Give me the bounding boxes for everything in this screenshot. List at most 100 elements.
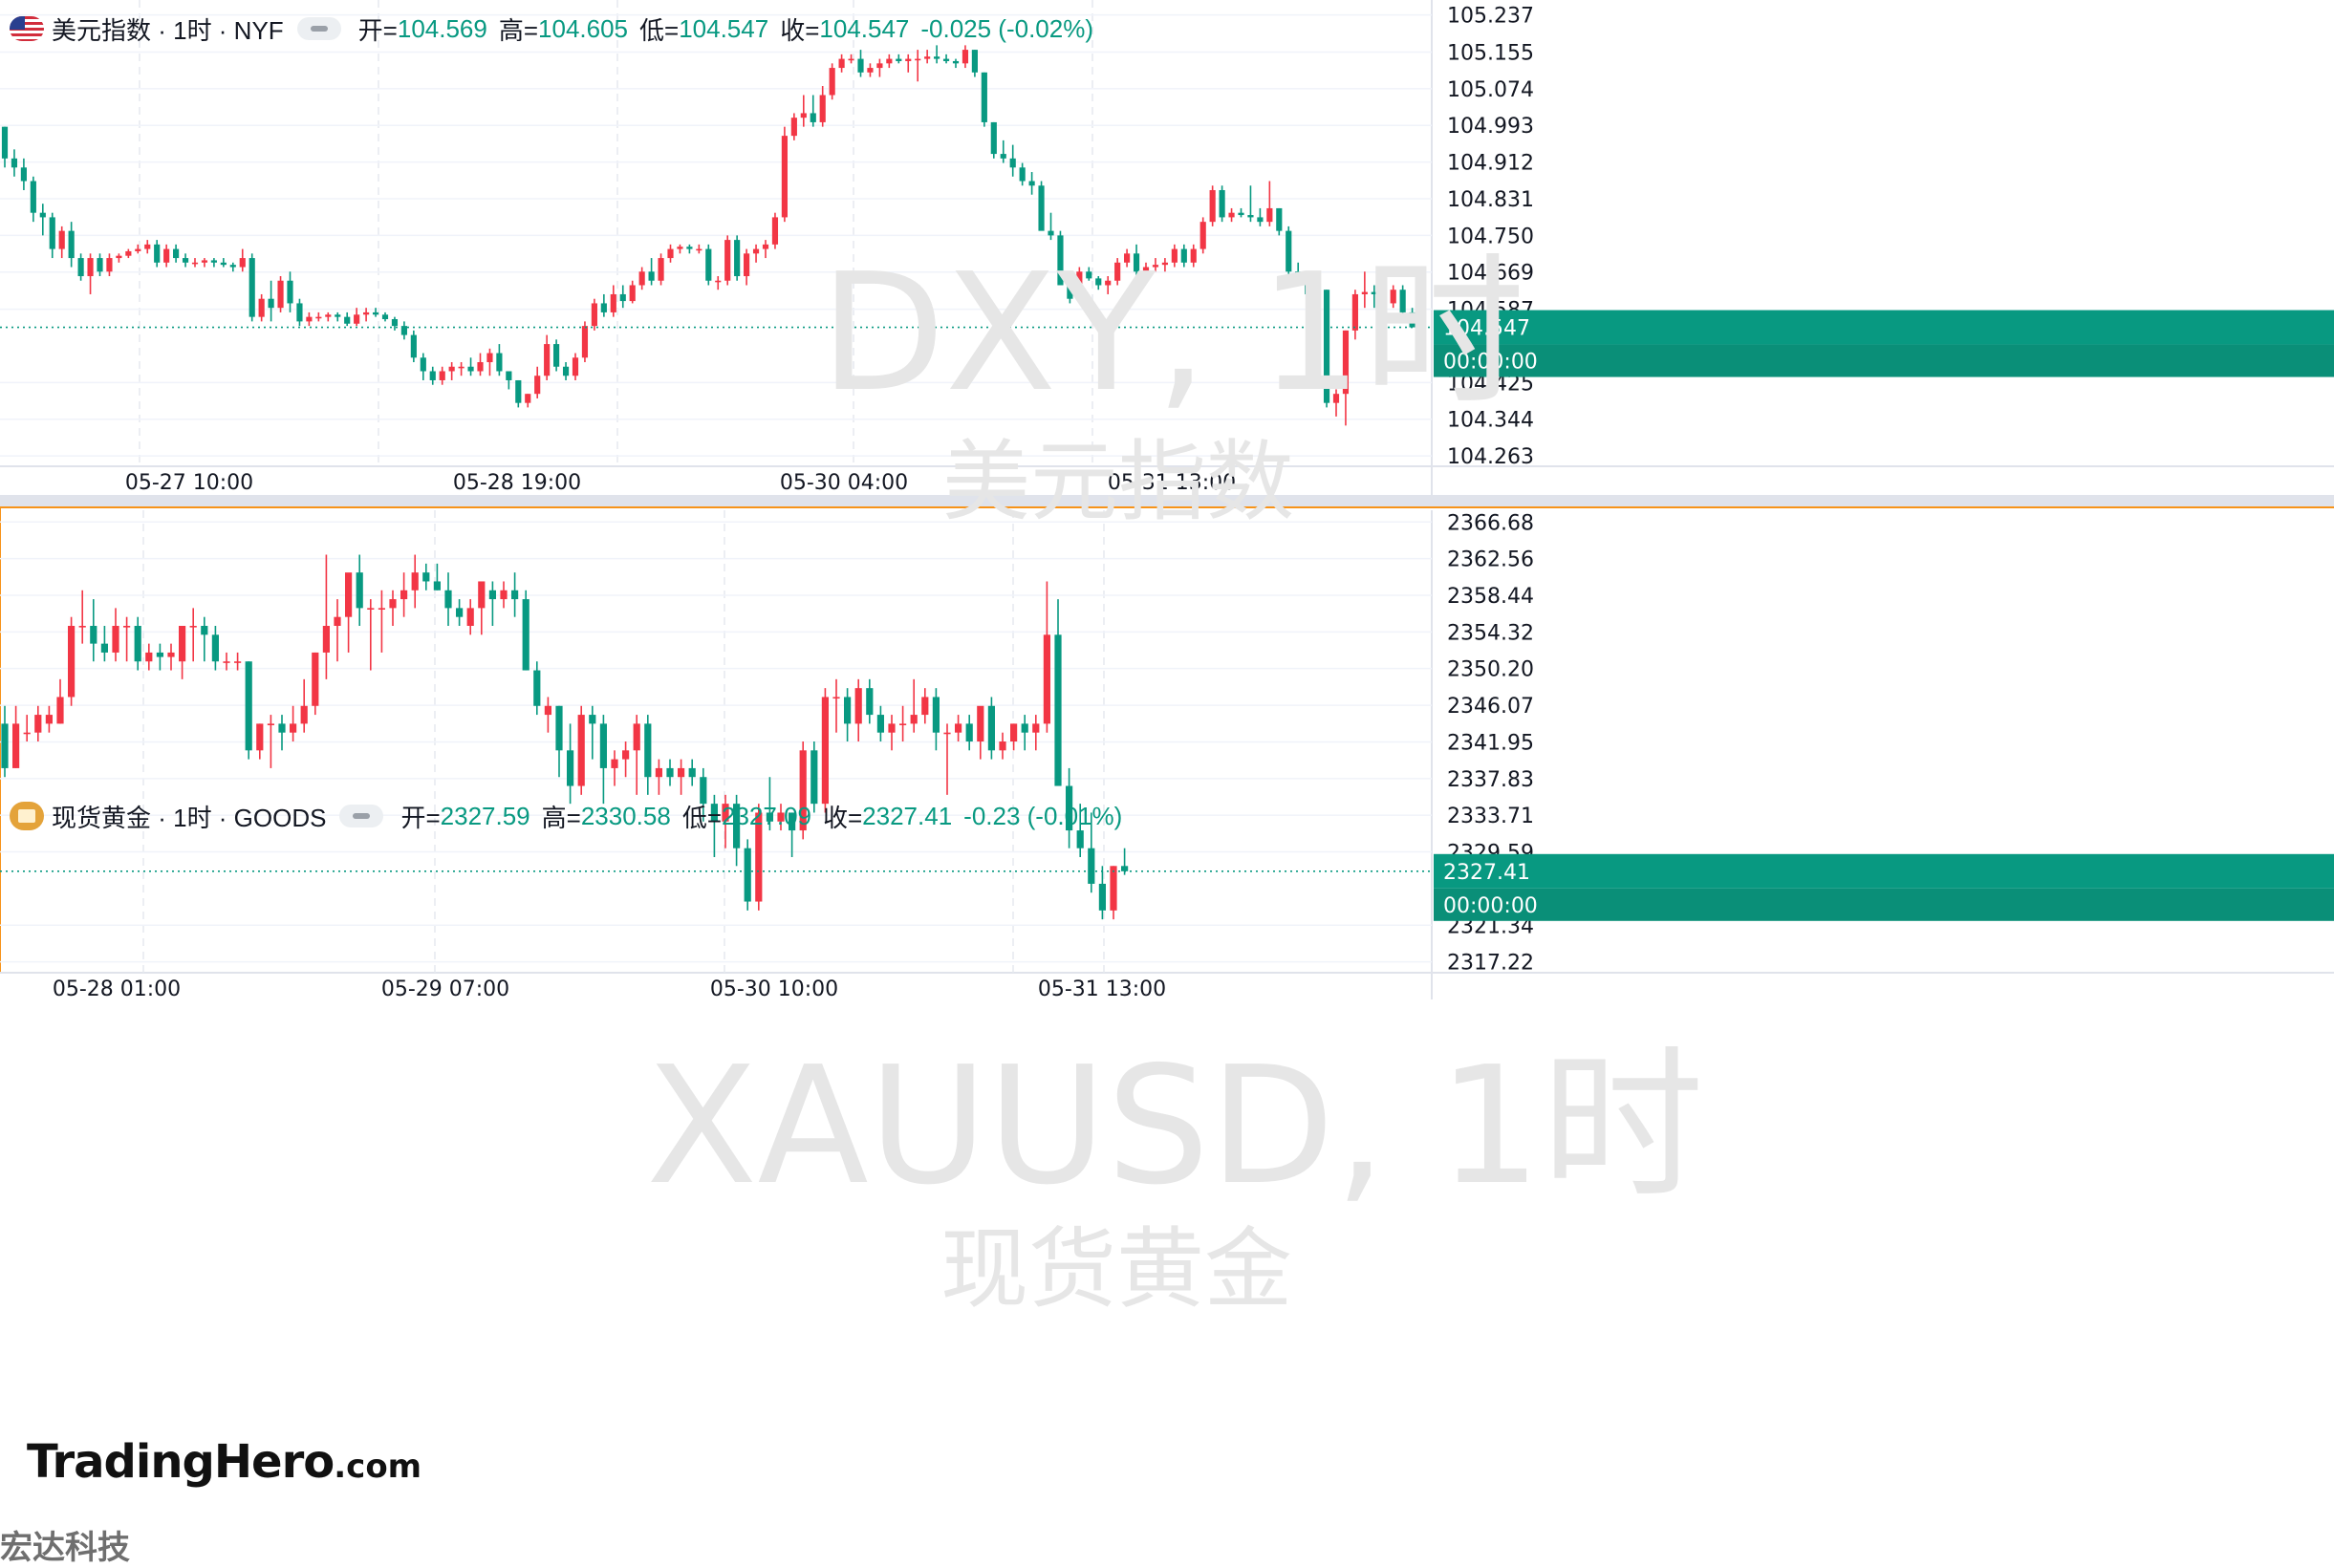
bottom-candle-body	[977, 705, 984, 741]
top-candle-body	[125, 250, 132, 256]
top-candle-body	[1067, 285, 1073, 299]
top-candle-body	[116, 255, 122, 259]
top-x-tick-label: 05-28 19:00	[453, 471, 581, 495]
bottom-candle	[555, 705, 563, 778]
top-candle	[1152, 258, 1159, 272]
top-candle-body	[448, 366, 455, 372]
top-y-tick-label: 104.831	[1447, 188, 1534, 212]
bottom-y-tick-label: 2358.44	[1447, 585, 1534, 609]
top-candle	[135, 244, 141, 254]
top-candle-body	[58, 230, 65, 249]
bottom-candle-body	[955, 723, 962, 733]
top-candle-body	[220, 262, 227, 266]
bottom-candle-body	[90, 626, 97, 644]
bottom-candle	[999, 732, 1006, 760]
top-candle-body	[400, 326, 407, 335]
top-collapse-toggle[interactable]	[296, 17, 341, 40]
top-candle	[658, 253, 664, 286]
bottom-y-tick-label: 2346.07	[1447, 695, 1534, 719]
bottom-candle	[1054, 599, 1062, 786]
top-candle-body	[744, 253, 750, 277]
bottom-candle	[1066, 767, 1073, 848]
top-candle	[467, 357, 474, 376]
top-candle	[724, 235, 731, 286]
bottom-candle-body	[478, 581, 486, 609]
bottom-candle	[56, 678, 64, 724]
top-candle-body	[781, 136, 788, 218]
top-candle	[886, 54, 893, 69]
top-candle-body	[325, 314, 332, 317]
top-candle	[1105, 276, 1112, 294]
bottom-candle	[179, 626, 186, 679]
top-candle-body	[1276, 207, 1283, 231]
brand-name: TradingHero	[27, 1435, 335, 1489]
top-candle	[439, 366, 445, 385]
top-candle-body	[1238, 212, 1244, 216]
top-candle-body	[410, 334, 417, 358]
us-flag-icon	[10, 16, 44, 41]
top-candle	[58, 226, 65, 259]
bottom-candle	[965, 715, 973, 751]
bottom-candle-body	[777, 812, 785, 822]
bottom-symbol-title[interactable]: 现货黄金 · 1时 · GOODS	[52, 803, 327, 832]
top-y-tick-label: 105.155	[1447, 41, 1534, 65]
top-candle	[581, 321, 589, 363]
top-candle	[1380, 290, 1387, 312]
top-candle	[1361, 271, 1368, 309]
top-candle-body	[97, 258, 103, 272]
bottom-candle	[400, 572, 408, 617]
bottom-candle-body	[45, 715, 53, 724]
top-candle	[1209, 185, 1216, 226]
bottom-candle	[1043, 581, 1050, 733]
top-candle	[771, 212, 779, 249]
bottom-countdown-label: 00:00:00	[1443, 894, 1538, 918]
bottom-candle-body	[688, 767, 696, 778]
bottom-y-tick-label: 2366.68	[1447, 511, 1534, 535]
top-candle-body	[544, 344, 551, 376]
bottom-candle-body	[633, 723, 640, 751]
top-candle-body	[439, 371, 445, 380]
top-candle-body	[467, 366, 474, 372]
bottom-candle	[511, 572, 519, 617]
top-candle-body	[686, 247, 693, 249]
top-candle-body	[191, 262, 199, 265]
bottom-candle-body	[522, 599, 529, 671]
top-candle	[1180, 244, 1187, 268]
top-candle-body	[1095, 278, 1102, 286]
top-watermark: DXY, 1时	[820, 239, 1525, 428]
bottom-y-tick-label: 2354.32	[1447, 621, 1534, 645]
bottom-candle	[112, 608, 119, 662]
top-candle	[752, 244, 760, 263]
top-candle	[68, 222, 75, 268]
top-candle-body	[87, 258, 94, 277]
footer-brand: 宏达科技	[0, 1529, 130, 1567]
pane-separator[interactable]	[0, 495, 2334, 508]
top-candle	[1247, 185, 1254, 223]
top-candle	[762, 240, 769, 259]
top-candle	[173, 244, 180, 263]
bottom-collapse-toggle[interactable]	[339, 805, 384, 827]
top-candle	[239, 248, 246, 272]
top-candle-body	[315, 316, 322, 319]
top-candle-body	[790, 118, 797, 137]
bottom-candle-body	[744, 848, 751, 902]
top-candle	[1257, 207, 1264, 226]
top-candle-body	[562, 366, 570, 376]
bottom-candle-body	[832, 697, 840, 699]
top-candle	[1276, 207, 1283, 236]
top-candle-body	[20, 167, 27, 182]
bottom-candle	[655, 759, 662, 795]
top-candle-body	[363, 311, 370, 315]
top-candle	[525, 394, 531, 408]
top-candle	[163, 244, 170, 268]
top-candle-body	[638, 271, 645, 286]
top-candle	[77, 253, 84, 281]
top-candle-body	[848, 58, 854, 61]
top-candle-body	[49, 217, 55, 249]
top-symbol-title[interactable]: 美元指数 · 1时 · NYF	[52, 15, 284, 45]
top-candle	[1295, 262, 1302, 286]
bottom-candle	[544, 697, 551, 733]
bottom-candle	[932, 688, 940, 751]
bottom-candle-body	[278, 723, 286, 733]
bottom-candle-body	[910, 715, 918, 724]
